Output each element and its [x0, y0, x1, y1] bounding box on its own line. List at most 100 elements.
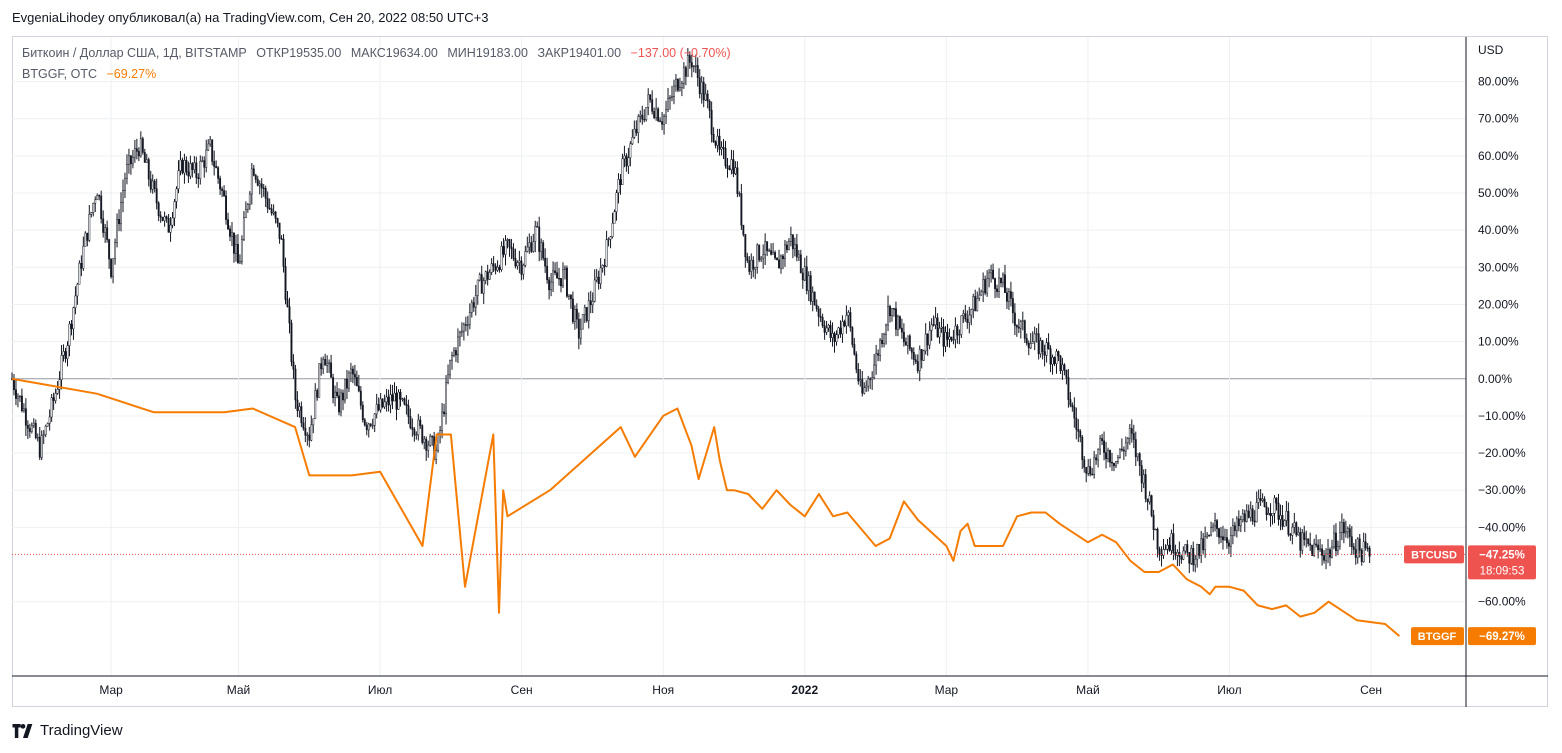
- btc-candle-body: [1015, 325, 1018, 328]
- btc-candle-body: [1313, 543, 1316, 556]
- btggf-last-value-badge[interactable]: [1468, 627, 1536, 646]
- btc-candle-body: [837, 327, 840, 335]
- btc-candle-body: [411, 427, 414, 430]
- btc-candle-body: [451, 355, 453, 361]
- btc-candle-body: [607, 238, 610, 241]
- btc-candle-body: [413, 429, 416, 436]
- y-tick-label: 20.00%: [1478, 297, 1519, 311]
- btc-candle-body: [1321, 548, 1324, 556]
- btc-candle-body: [956, 325, 959, 336]
- btc-candle-body: [1333, 532, 1335, 548]
- btc-candle-body: [1035, 333, 1038, 335]
- btc-candle-body: [1079, 431, 1082, 438]
- btc-candle-body: [1277, 502, 1280, 520]
- btc-candle-body: [179, 159, 182, 171]
- btc-candle-body: [1319, 548, 1322, 550]
- btc-candle-body: [613, 211, 616, 224]
- btc-candle-body: [1103, 440, 1106, 453]
- btc-candle-body: [766, 241, 769, 251]
- btc-candle-body: [938, 328, 941, 338]
- btc-candle-body: [1148, 495, 1151, 503]
- btc-candle-body: [657, 108, 660, 122]
- btc-candle-body: [1265, 506, 1268, 515]
- btc-candle-body: [871, 377, 874, 380]
- btc-candle-body: [552, 270, 555, 283]
- btc-candle-body: [395, 392, 398, 410]
- btc-candle-body: [984, 279, 987, 294]
- btc-candle-body: [996, 288, 998, 292]
- btc-candle-body: [851, 327, 854, 345]
- btc-candle-body: [1009, 291, 1012, 299]
- btc-candle-body: [143, 152, 146, 163]
- btc-candle-body: [347, 372, 350, 389]
- btc-candle-body: [445, 381, 447, 415]
- btc-candle-body: [124, 177, 126, 191]
- btc-candle-body: [1196, 544, 1199, 560]
- btc-candle-body: [1019, 321, 1022, 329]
- btc-candle-body: [1212, 525, 1215, 528]
- compare-symbol-name: BTGGF, OTC: [22, 67, 97, 81]
- btc-candle-body: [42, 434, 45, 436]
- btc-candle-body: [734, 167, 737, 174]
- compare-symbol-legend[interactable]: BTGGF, OTC −69.27%: [22, 67, 156, 81]
- btc-candle-body: [375, 404, 378, 415]
- btc-candle-body: [183, 160, 186, 174]
- btc-candle-body: [52, 397, 55, 401]
- btc-candle-body: [1267, 513, 1270, 515]
- btc-candle-body: [1323, 555, 1326, 561]
- btc-symbol-badge[interactable]: [1404, 545, 1464, 564]
- y-axis-unit-label: USD: [1478, 43, 1504, 57]
- btc-candle-body: [1099, 438, 1102, 450]
- btc-candle-body: [823, 325, 826, 333]
- btc-candle-body: [770, 250, 773, 255]
- btc-candle-body: [879, 339, 882, 356]
- btc-candle-body: [248, 193, 251, 205]
- btc-candle-body: [1132, 433, 1135, 440]
- btc-candle-body: [609, 236, 612, 240]
- chart-frame[interactable]: [12, 36, 1548, 707]
- btc-candle-body: [254, 175, 257, 180]
- x-tick-label: Мар: [935, 683, 959, 697]
- btc-candle-body: [1023, 320, 1026, 339]
- btc-candle-body: [110, 258, 113, 277]
- btc-candle-body: [924, 333, 927, 352]
- btc-candle-body: [671, 96, 673, 98]
- btc-candle-body: [458, 331, 461, 338]
- btc-candle-body: [1289, 534, 1292, 536]
- btc-candle-body: [774, 252, 777, 259]
- btc-candle-body: [129, 155, 132, 165]
- btggf-series-line[interactable]: [11, 377, 1401, 637]
- main-symbol-legend[interactable]: Биткоин / Доллар США, 1Д, BITSTAMP ОТКР1…: [22, 46, 731, 60]
- btc-candle-body: [328, 362, 331, 364]
- btc-candle-body: [536, 226, 539, 228]
- btc-candle-body: [405, 403, 408, 406]
- publisher-header: EvgeniaLihodey опубликовал(а) на Trading…: [12, 10, 489, 25]
- btc-candle-body: [1138, 453, 1141, 466]
- btc-candle-body: [290, 322, 293, 363]
- tradingview-footer[interactable]: TradingView: [12, 722, 123, 739]
- btc-candle-body: [750, 259, 753, 272]
- btc-candle-body: [266, 198, 269, 209]
- btggf-symbol-badge[interactable]: [1411, 627, 1464, 646]
- btc-candle-body: [928, 329, 931, 346]
- btc-candle-body: [268, 207, 271, 210]
- btc-candle-body: [1237, 518, 1240, 527]
- btc-candle-body: [970, 309, 973, 316]
- btc-candle-body: [324, 359, 327, 366]
- btc-candle-body: [530, 242, 533, 252]
- btc-candle-body: [1065, 369, 1068, 378]
- btc-candle-body: [500, 246, 503, 270]
- btc-candle-body: [716, 135, 719, 146]
- y-tick-label: −30.00%: [1478, 483, 1526, 497]
- btc-candle-body: [468, 312, 471, 325]
- btc-candle-body: [684, 67, 687, 77]
- btc-candle-body: [1039, 340, 1042, 355]
- btc-candle-body: [920, 349, 923, 361]
- close-value: 19401.00: [568, 46, 622, 60]
- btc-candle-body: [1255, 502, 1258, 523]
- btc-last-value-badge[interactable]: [1468, 545, 1536, 580]
- btc-candle-body: [393, 392, 396, 402]
- btc-candle-body: [1027, 342, 1030, 349]
- btc-symbol-badge-text: BTCUSD: [1411, 549, 1457, 561]
